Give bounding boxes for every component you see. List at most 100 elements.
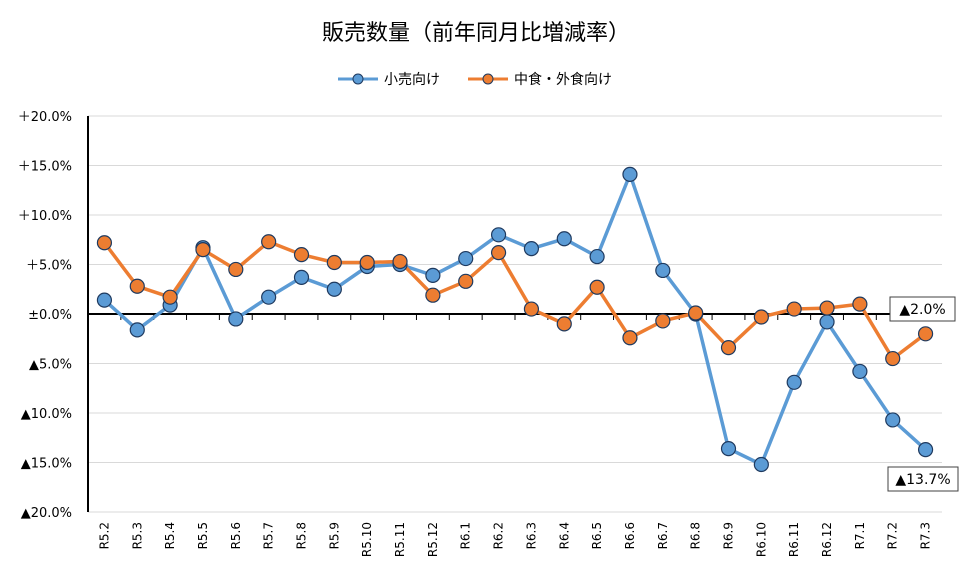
legend: 小売向け 中食・外食向け [338,71,612,88]
data-point-0 [326,281,342,297]
x-tick-label: R5.7 [262,522,276,549]
data-point-0 [293,269,310,285]
data-point-1 [425,287,441,303]
data-point-0 [885,412,901,428]
x-tick-label: R6.12 [820,522,834,557]
data-point-1 [622,330,638,346]
legend-item-foodservice: 中食・外食向け [468,71,612,88]
data-point-0 [96,292,113,308]
data-point-1 [228,261,244,278]
data-point-1 [523,301,540,317]
data-point-1 [129,278,145,294]
y-tick-label: ▲15.0% [21,457,72,472]
data-point-0 [556,231,572,247]
y-tick-label: ▲20.0% [21,506,72,521]
callouts: ▲2.0% ▲13.7% [887,296,959,492]
data-point-1 [195,242,211,258]
series-lines [96,166,934,473]
legend-label-retail: 小売向け [384,72,440,88]
x-tick-label: R5.12 [426,522,440,557]
legend-item-retail: 小売向け [338,72,440,88]
data-point-0 [917,442,934,458]
x-tick-label: R6.5 [590,522,604,549]
data-point-1 [688,305,704,321]
y-tick-label: ＋10.0% [18,209,72,224]
data-point-0 [852,363,868,380]
x-tick-label: R7.2 [886,522,900,549]
data-point-0 [523,241,540,257]
x-tick-label: R7.1 [853,522,867,549]
data-point-0 [458,250,474,267]
data-point-0 [129,322,145,338]
x-tick-label: R5.3 [130,522,144,549]
legend-marker-retail [352,73,364,85]
x-tick-label: R7.3 [919,522,933,549]
data-point-1 [852,296,868,312]
data-point-1 [885,350,901,367]
data-point-1 [392,253,408,270]
x-tick-label: R6.11 [787,522,801,557]
x-tick-label: R6.6 [623,522,637,549]
x-tick-label: R6.8 [689,522,703,549]
data-point-1 [261,234,277,250]
data-point-1 [490,245,507,261]
data-point-1 [655,313,671,329]
data-point-1 [359,254,375,271]
legend-marker-foodservice [482,73,494,85]
data-point-1 [326,254,342,271]
data-point-1 [819,300,835,316]
data-point-0 [261,289,277,305]
axes [87,116,943,512]
data-point-0 [425,267,441,283]
data-point-0 [819,314,835,330]
data-point-1 [589,279,605,295]
x-tick-label: R6.2 [492,522,506,549]
y-axis-ticks: ＋20.0% ＋15.0% ＋10.0% ＋5.0% ±0.0% ▲5.0% ▲10.0% ▲… [18,110,72,521]
x-tick-label: R5.11 [393,522,407,557]
y-tick-label: ▲10.0% [21,407,72,422]
legend-label-foodservice: 中食・外食向け [514,71,612,88]
data-point-1 [96,235,113,251]
data-point-0 [228,311,244,327]
chart-title: 販売数量（前年同月比増減率） [322,21,630,46]
data-point-0 [720,441,737,457]
x-tick-label: R5.9 [327,522,341,549]
callout-label: ▲13.7% [895,472,950,488]
x-tick-label: R6.10 [754,522,768,557]
x-tick-label: R6.4 [557,522,571,549]
data-point-0 [655,262,671,279]
callout-label: ▲2.0% [899,302,945,318]
y-tick-label: ▲5.0% [29,358,72,373]
data-point-1 [917,326,934,342]
data-point-1 [162,289,178,305]
x-tick-label: R5.10 [360,522,374,557]
data-point-1 [786,301,802,317]
x-tick-label: R6.7 [656,522,670,549]
data-point-1 [293,247,310,263]
y-tick-label: ＋15.0% [18,160,72,175]
data-point-1 [720,340,737,356]
x-tick-label: R5.4 [163,522,177,549]
y-tick-label: ＋20.0% [18,110,72,125]
x-tick-label: R6.9 [722,522,736,549]
callout-box [889,296,956,322]
data-point-1 [556,316,572,332]
y-tick-label: ±0.0% [28,308,72,323]
data-point-0 [786,374,802,390]
data-point-0 [490,227,507,243]
x-tick-label: R5.2 [97,522,111,549]
x-axis-ticks: R5.2 R5.3 R5.4 R5.5 R5.6 R5.7 R5.8 R5.9 R5.10 R5.… [97,522,932,557]
x-tick-label: R5.6 [229,522,243,549]
x-tick-label: R6.1 [459,522,473,549]
y-tick-label: ＋5.0% [26,259,72,274]
x-tick-label: R6.3 [524,522,538,549]
data-point-0 [589,248,605,265]
data-point-1 [458,273,474,289]
x-tick-label: R5.8 [295,522,309,549]
data-point-0 [753,456,769,473]
data-point-1 [753,309,769,325]
x-tick-label: R5.5 [196,522,210,549]
data-point-0 [622,166,638,183]
callout-box [887,466,959,492]
